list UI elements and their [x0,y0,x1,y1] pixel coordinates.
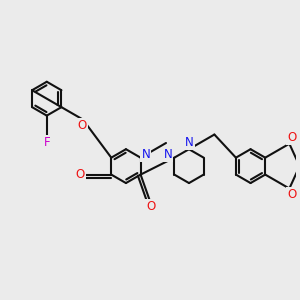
Text: F: F [44,136,50,149]
Text: N: N [142,148,150,161]
Text: N: N [184,136,194,149]
Text: O: O [287,131,296,144]
Text: N: N [164,148,172,161]
Text: O: O [287,188,296,202]
Text: O: O [75,168,85,181]
Text: O: O [78,119,87,132]
Text: O: O [146,200,155,213]
